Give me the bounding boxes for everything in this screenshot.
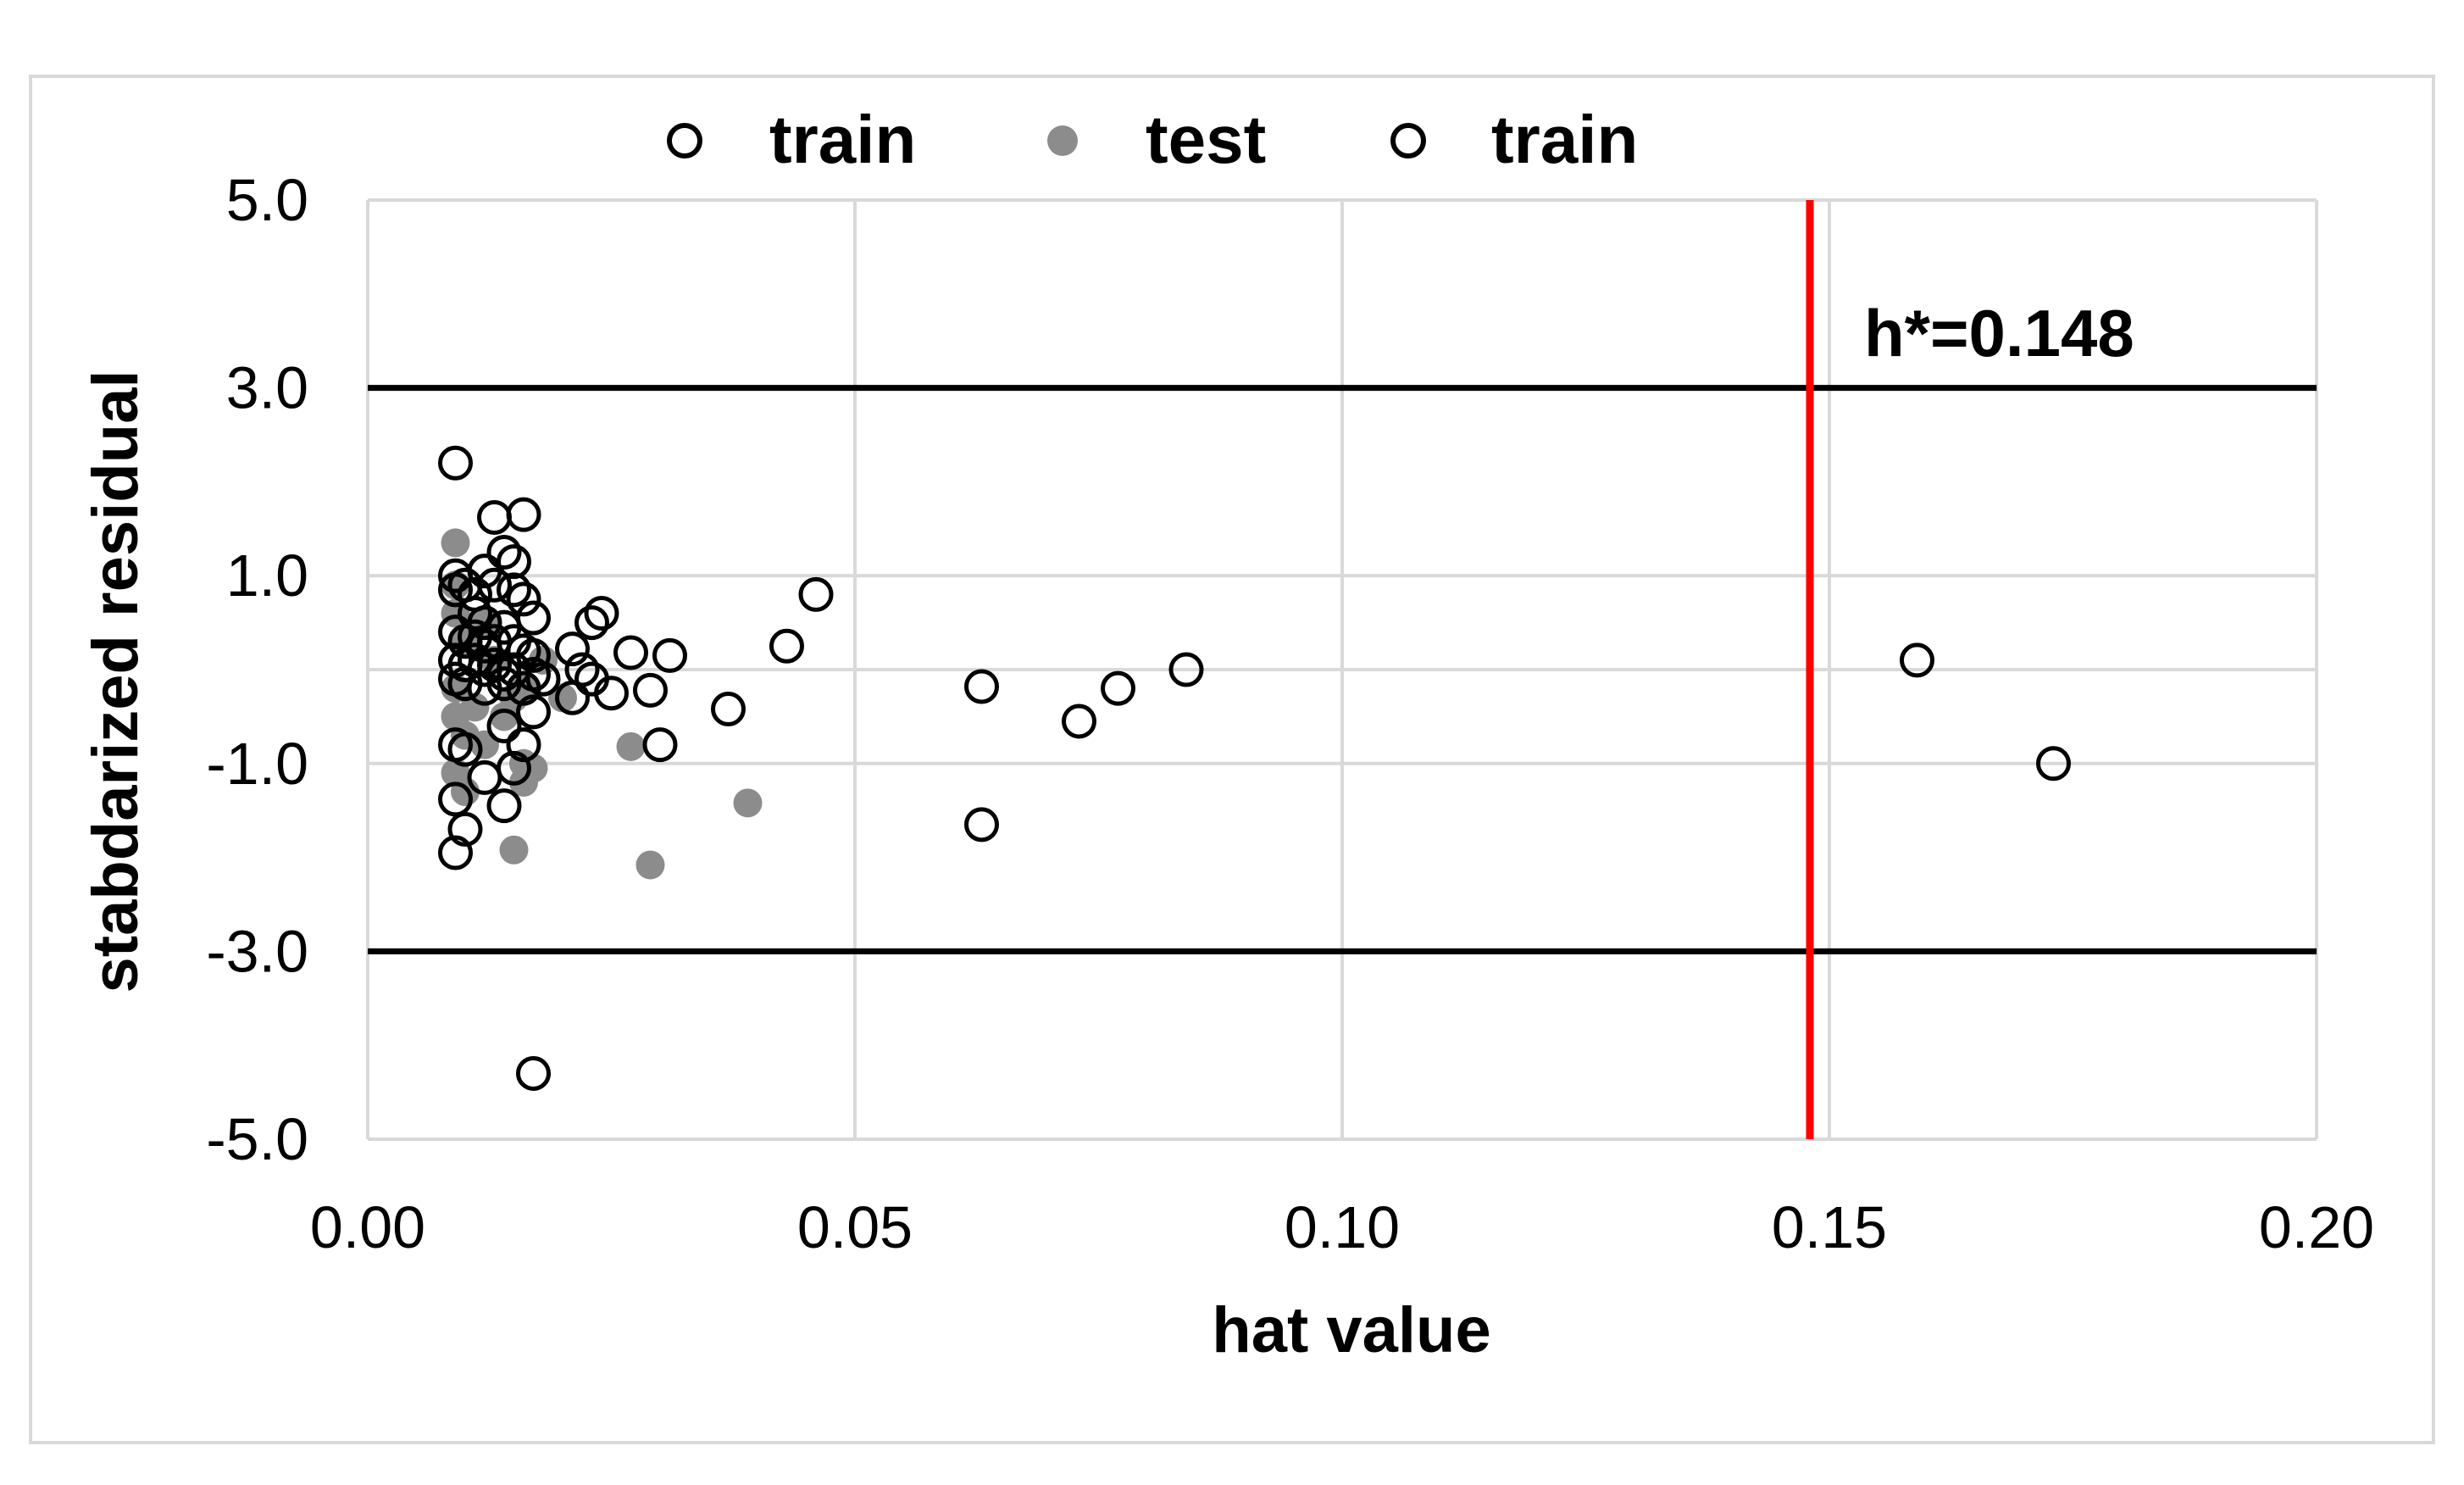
x-tick-label: 0.10 <box>1285 1194 1400 1260</box>
y-tick-label: 5.0 <box>226 167 308 233</box>
x-tick-label: 0.20 <box>2259 1194 2374 1260</box>
train-point <box>1101 670 1135 706</box>
train-point <box>506 497 541 532</box>
y-axis-label: stabdarized residual <box>80 370 152 993</box>
train-point <box>447 811 483 847</box>
y-tick-label: 1.0 <box>226 542 308 609</box>
train-point <box>467 670 502 706</box>
train-point <box>525 661 561 697</box>
train-point <box>506 727 541 763</box>
train-point <box>467 759 502 795</box>
test-point <box>441 528 470 558</box>
train-point <box>613 635 648 670</box>
legend-label-train-1: train <box>769 102 916 177</box>
train-point <box>506 670 541 706</box>
x-tick-label: 0.05 <box>797 1194 913 1260</box>
train-point <box>516 1055 551 1091</box>
test-point <box>635 850 665 880</box>
y-tick-label: -1.0 <box>206 731 308 797</box>
train-point <box>438 835 473 870</box>
train-point <box>964 669 999 704</box>
leverage-annotation: h*=0.148 <box>1864 296 2134 370</box>
legend-marker-train-open-2 <box>1390 123 1426 159</box>
test-point <box>733 788 763 818</box>
train-point <box>964 807 999 843</box>
train-point <box>506 581 541 617</box>
train-point <box>486 535 522 570</box>
train-point <box>486 666 522 702</box>
y-tick-label: -3.0 <box>206 918 308 984</box>
train-point <box>555 680 590 715</box>
train-point <box>477 647 512 682</box>
train-point <box>497 572 531 608</box>
train-point <box>438 781 473 817</box>
train-point <box>798 576 834 612</box>
train-point <box>711 692 746 727</box>
legend-label-train-2: train <box>1491 102 1638 177</box>
x-tick-label: 0.15 <box>1772 1194 1887 1260</box>
y-tick-label: -5.0 <box>206 1106 308 1172</box>
legend: train test train <box>667 102 1638 177</box>
reference-lines <box>368 200 2317 1139</box>
train-point <box>633 672 668 708</box>
train-point <box>769 628 804 664</box>
legend-marker-test-filled <box>1047 125 1078 156</box>
train-point <box>594 676 629 711</box>
legend-marker-train-open <box>667 123 702 159</box>
train-point <box>555 631 590 667</box>
test-point <box>470 730 499 759</box>
train-point <box>486 708 522 743</box>
legend-label-test: test <box>1146 102 1266 177</box>
train-point <box>447 666 483 702</box>
data-points <box>438 445 2071 1091</box>
train-point <box>486 788 522 824</box>
train-point <box>438 445 473 481</box>
train-point <box>652 637 687 673</box>
train-point <box>477 500 512 536</box>
train-point <box>584 596 619 631</box>
train-point <box>1900 642 1934 678</box>
train-point <box>1168 652 1204 687</box>
train-point <box>516 694 551 730</box>
train-point <box>438 558 473 593</box>
train-point <box>477 567 512 603</box>
train-point <box>642 727 678 763</box>
train-point <box>497 750 531 786</box>
train-point <box>438 615 473 650</box>
test-point <box>499 835 529 865</box>
x-tick-label: 0.00 <box>310 1194 425 1260</box>
y-tick-label: 3.0 <box>226 355 308 421</box>
chart-frame <box>29 75 2435 1444</box>
x-axis-label: hat value <box>1212 1294 1490 1366</box>
train-point <box>447 731 483 767</box>
train-point <box>574 605 609 641</box>
train-point <box>2036 746 2071 781</box>
train-point <box>1062 704 1096 739</box>
test-point <box>616 731 646 761</box>
tick-labels: 0.00 0.05 0.10 0.15 0.20 5.0 3.0 1.0 -1.0 -3.0 -5.… <box>206 167 2374 1260</box>
